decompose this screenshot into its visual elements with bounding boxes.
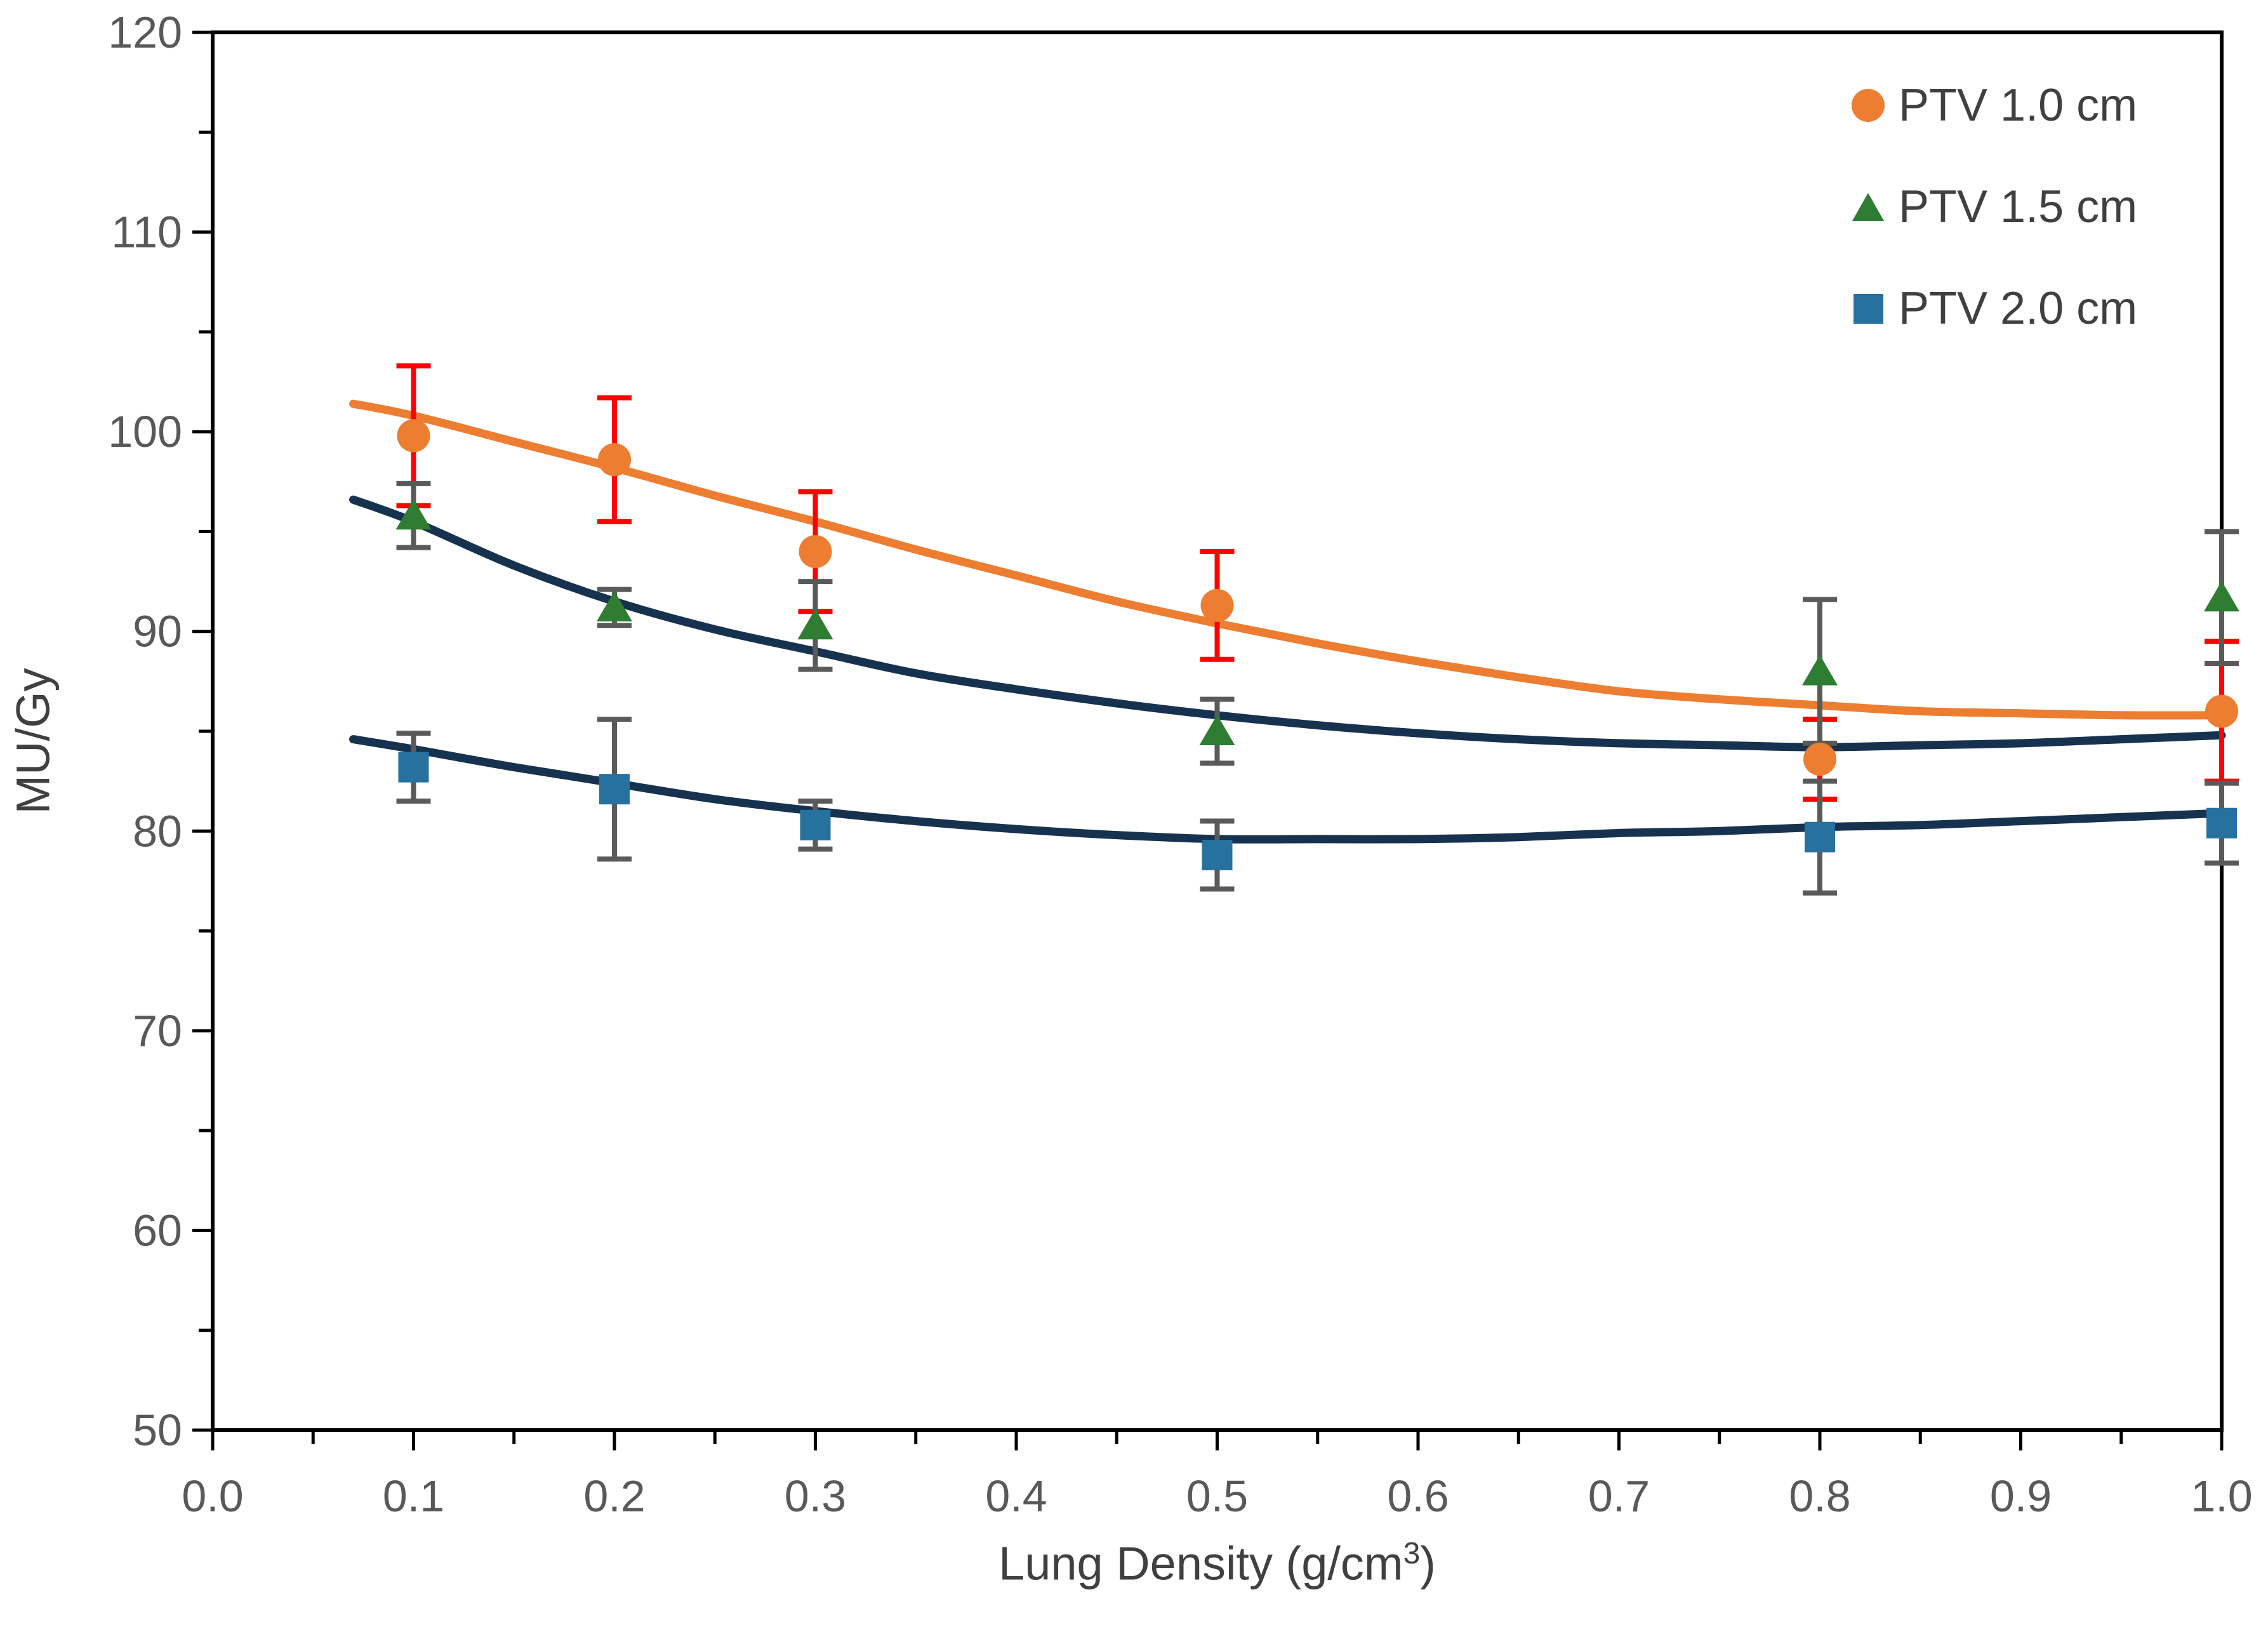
x-axis-title-close: )	[1420, 1537, 1436, 1590]
legend-item-ptv-1-0: PTV 1.0 cm	[1838, 80, 2137, 131]
trend-line-series-1	[349, 495, 2226, 752]
tick-labels: 0.0 0.1 0.2 0.3 0.4 0.5 0.6 0.7 0.8 0.9 1.0 50 60 70 8…	[108, 8, 2252, 1521]
legend-label: PTV 2.0 cm	[1899, 283, 2138, 334]
data-point-triangle	[797, 609, 833, 640]
y-tick-label: 70	[133, 1006, 182, 1056]
data-point-circle	[799, 534, 832, 568]
data-point-square	[599, 774, 630, 805]
x-tick-label: 0.2	[583, 1471, 645, 1521]
data-point-square	[398, 752, 429, 783]
trend-line-series-0	[349, 399, 2226, 720]
y-tick-label: 50	[133, 1405, 182, 1455]
x-tick-label: 0.1	[383, 1471, 444, 1521]
x-tick-label: 0.7	[1588, 1471, 1650, 1521]
data-point-circle	[598, 443, 631, 477]
x-tick-label: 0.3	[785, 1471, 846, 1521]
y-tick-label: 110	[111, 208, 182, 257]
x-tick-label: 0.5	[1186, 1471, 1248, 1521]
x-tick-label: 1.0	[2191, 1471, 2252, 1521]
data-point-circle	[397, 419, 430, 453]
y-tick-label: 120	[108, 8, 182, 57]
markers-series-2	[398, 752, 2237, 871]
data-point-triangle	[2204, 581, 2239, 612]
legend-triangle-marker-icon	[1852, 193, 1884, 221]
y-tick-label: 100	[108, 407, 182, 456]
markers-series-0	[397, 419, 2238, 776]
x-tick-label: 0.4	[985, 1471, 1047, 1521]
legend-square-marker-icon	[1853, 293, 1883, 324]
legend-label: PTV 1.5 cm	[1899, 182, 2138, 232]
legend-circle-marker-icon	[1852, 89, 1885, 122]
data-point-square	[800, 809, 831, 840]
data-point-triangle	[1199, 715, 1235, 745]
trend-line-series-2	[349, 735, 2226, 844]
data-point-circle	[1803, 743, 1836, 776]
legend-label: PTV 1.0 cm	[1899, 80, 2138, 131]
x-axis-title-sup: 3	[1403, 1537, 1421, 1570]
data-point-square	[1202, 840, 1233, 871]
error-bars-series-0	[396, 363, 2239, 802]
data-point-triangle	[1802, 654, 1838, 686]
data-point-circle	[1200, 588, 1234, 622]
x-tick-label: 0.6	[1387, 1471, 1449, 1521]
legend: PTV 1.0 cm PTV 1.5 cm PTV 2.0 cm	[1838, 80, 2138, 334]
data-point-triangle	[597, 590, 632, 621]
axis-ticks	[192, 30, 2224, 1450]
x-axis-title-text: Lung Density (g/cm	[998, 1537, 1403, 1590]
legend-item-ptv-1-5: PTV 1.5 cm	[1838, 182, 2138, 232]
x-tick-label: 0.0	[182, 1471, 243, 1521]
data-point-triangle	[395, 499, 432, 530]
y-tick-label: 60	[133, 1205, 182, 1255]
x-tick-label: 0.8	[1789, 1471, 1850, 1521]
legend-item-ptv-2-0: PTV 2.0 cm	[1838, 283, 2137, 334]
data-point-square	[2206, 807, 2237, 839]
markers-series-1	[395, 499, 2239, 745]
x-tick-label: 0.9	[1990, 1471, 2052, 1521]
y-tick-label: 80	[133, 806, 182, 856]
y-tick-label: 90	[133, 607, 182, 656]
data-point-square	[1805, 821, 1835, 852]
x-axis-title: Lung Density (g/cm3)	[213, 1536, 2222, 1591]
y-axis-title: MU/Gy	[6, 668, 60, 814]
data-point-circle	[2205, 694, 2238, 728]
